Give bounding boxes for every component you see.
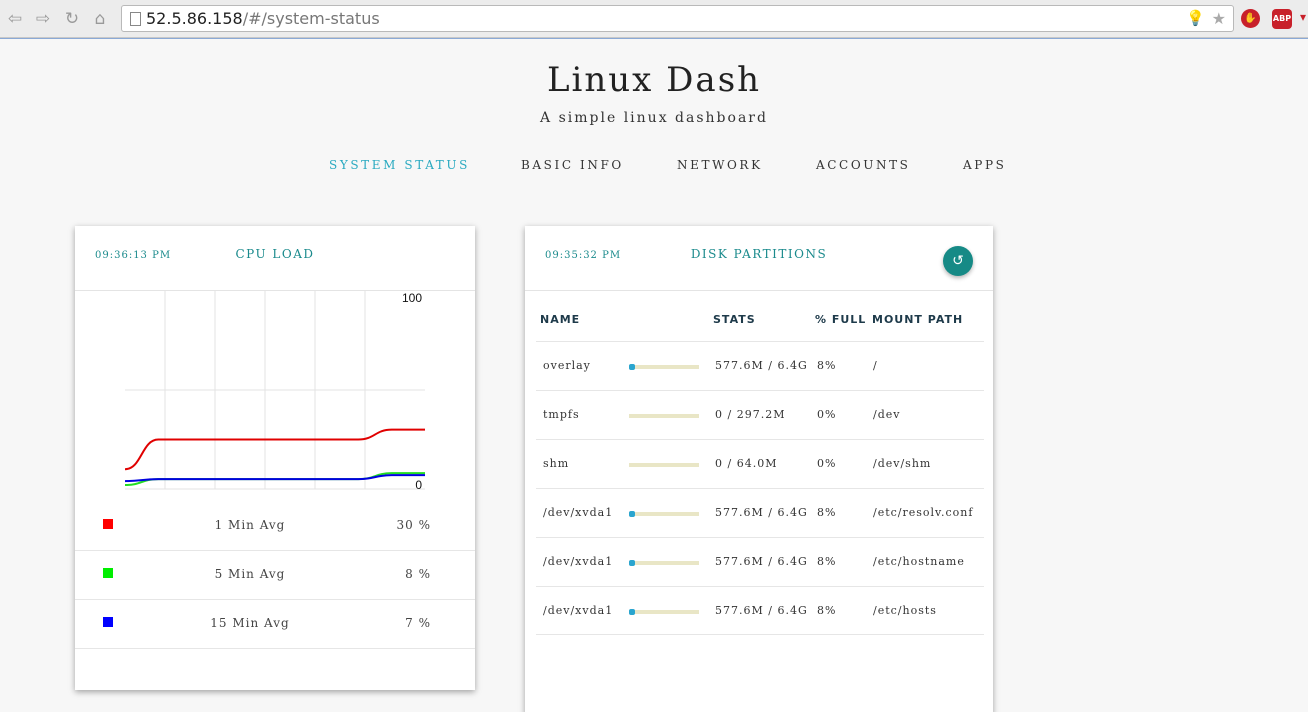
partition-mount-path: / — [873, 359, 878, 372]
partition-mount-path: /etc/hosts — [873, 604, 937, 617]
cpu-card-title: CPU LOAD — [235, 247, 315, 261]
adblock-icon[interactable]: ABP — [1272, 9, 1292, 29]
partition-percent-full: 8% — [817, 604, 837, 617]
legend-row: 1 Min Avg 30 % — [75, 502, 475, 551]
tab-basic-info[interactable]: BASIC INFO — [521, 158, 624, 172]
legend-row: 15 Min Avg 7 % — [75, 600, 475, 649]
legend-row: 5 Min Avg 8 % — [75, 551, 475, 600]
page-title: Linux Dash — [546, 60, 762, 100]
more-extensions-icon[interactable]: ▾ — [1300, 10, 1307, 24]
partition-mount-path: /etc/resolv.conf — [873, 506, 974, 519]
partition-stats: 0 / 64.0M — [715, 457, 778, 470]
partition-name: /dev/xvda1 — [543, 604, 614, 617]
tab-accounts[interactable]: ACCOUNTS — [816, 158, 911, 172]
legend-label: 15 Min Avg — [210, 616, 290, 630]
address-bar[interactable]: 52.5.86.158/#/system-status 💡 ★ — [121, 5, 1234, 32]
disk-table: NAME STATS % FULL MOUNT PATH overlay 577.… — [536, 291, 984, 635]
usage-bar — [629, 560, 699, 566]
partition-percent-full: 0% — [817, 457, 837, 470]
partition-percent-full: 8% — [817, 359, 837, 372]
table-row: /dev/xvda1 577.6M / 6.4G 8% /etc/hostname — [536, 537, 984, 586]
partition-name: /dev/xvda1 — [543, 555, 614, 568]
column-header-stats[interactable]: STATS — [713, 313, 756, 326]
partition-stats: 577.6M / 6.4G — [715, 555, 808, 568]
legend-label: 1 Min Avg — [214, 518, 286, 532]
table-row: /dev/xvda1 577.6M / 6.4G 8% /etc/resolv.con… — [536, 488, 984, 537]
reload-icon[interactable]: ↻ — [64, 9, 80, 29]
tab-apps[interactable]: APPS — [963, 158, 1007, 172]
table-row: /dev/xvda1 577.6M / 6.4G 8% /etc/hosts — [536, 586, 984, 635]
table-row: shm 0 / 64.0M 0% /dev/shm — [536, 439, 984, 488]
legend-swatch-green — [103, 568, 113, 578]
lightbulb-icon[interactable]: 💡 — [1186, 9, 1205, 27]
cpu-card-header: 09:36:13 PM CPU LOAD — [75, 226, 475, 291]
legend-label: 5 Min Avg — [214, 567, 286, 581]
usage-bar — [629, 364, 699, 370]
page-subtitle: A simple linux dashboard — [540, 110, 768, 126]
disk-card-header: 09:35:32 PM DISK PARTITIONS ↺ — [525, 226, 993, 291]
table-header: NAME STATS % FULL MOUNT PATH — [536, 291, 984, 341]
tab-network[interactable]: NETWORK — [677, 158, 763, 172]
partition-stats: 577.6M / 6.4G — [715, 359, 808, 372]
partition-name: tmpfs — [543, 408, 580, 421]
column-header-name[interactable]: NAME — [540, 313, 581, 326]
table-body: overlay 577.6M / 6.4G 8% / tmpfs 0 / 297.2M 0%… — [536, 341, 984, 635]
partition-mount-path: /etc/hostname — [873, 555, 965, 568]
partition-mount-path: /dev/shm — [873, 457, 932, 470]
usage-bar — [629, 414, 699, 418]
partition-stats: 577.6M / 6.4G — [715, 604, 808, 617]
tab-system-status[interactable]: SYSTEM STATUS — [329, 158, 470, 172]
partition-name: shm — [543, 457, 570, 470]
cpu-load-card: 09:36:13 PM CPU LOAD 100 0 1 Min Avg 30 … — [75, 226, 475, 690]
partition-name: overlay — [543, 359, 591, 372]
bookmark-star-icon[interactable]: ★ — [1211, 9, 1226, 28]
page-icon — [130, 12, 141, 26]
partition-stats: 577.6M / 6.4G — [715, 506, 808, 519]
partition-percent-full: 8% — [817, 555, 837, 568]
stop-extension-icon[interactable]: ✋ — [1241, 9, 1260, 28]
y-min-label: 0 — [415, 478, 422, 492]
usage-bar-fill — [629, 364, 635, 370]
legend-value: 8 % — [405, 567, 431, 581]
cpu-line-chart: 100 0 — [124, 291, 425, 492]
refresh-icon: ↺ — [952, 253, 964, 269]
cpu-timestamp: 09:36:13 PM — [95, 250, 172, 261]
refresh-button[interactable]: ↺ — [943, 246, 973, 276]
home-icon[interactable]: ⌂ — [94, 9, 106, 29]
legend-swatch-blue — [103, 617, 113, 627]
usage-bar-fill — [629, 560, 635, 566]
partition-mount-path: /dev — [873, 408, 901, 421]
column-header-full[interactable]: % FULL — [815, 313, 867, 326]
legend-swatch-red — [103, 519, 113, 529]
disk-timestamp: 09:35:32 PM — [545, 250, 622, 261]
forward-icon[interactable]: ⇨ — [35, 9, 51, 29]
legend-value: 7 % — [405, 616, 431, 630]
series-line — [124, 474, 425, 483]
partition-name: /dev/xvda1 — [543, 506, 614, 519]
disk-partitions-card: 09:35:32 PM DISK PARTITIONS ↺ NAME STATS… — [525, 226, 993, 712]
back-icon[interactable]: ⇦ — [7, 9, 23, 29]
y-max-label: 100 — [402, 291, 422, 305]
partition-percent-full: 8% — [817, 506, 837, 519]
partition-percent-full: 0% — [817, 408, 837, 421]
table-row: tmpfs 0 / 297.2M 0% /dev — [536, 390, 984, 439]
disk-card-title: DISK PARTITIONS — [690, 247, 828, 261]
usage-bar — [629, 609, 699, 615]
legend-value: 30 % — [396, 518, 431, 532]
usage-bar-fill — [629, 511, 635, 517]
usage-bar-fill — [629, 609, 635, 615]
column-header-mount[interactable]: MOUNT PATH — [872, 313, 964, 326]
chart-lines — [124, 428, 425, 487]
series-line — [124, 428, 425, 471]
url-text[interactable]: 52.5.86.158/#/system-status — [146, 9, 380, 28]
browser-toolbar: ⇦ ⇨ ↻ ⌂ 52.5.86.158/#/system-status 💡 ★ … — [0, 0, 1308, 39]
partition-stats: 0 / 297.2M — [715, 408, 786, 421]
chart-grid — [125, 291, 425, 490]
usage-bar — [629, 463, 699, 467]
table-row: overlay 577.6M / 6.4G 8% / — [536, 341, 984, 390]
main-nav: SYSTEM STATUS BASIC INFO NETWORK ACCOUNT… — [0, 158, 1308, 178]
usage-bar — [629, 511, 699, 517]
toolbar-divider — [0, 38, 1308, 39]
